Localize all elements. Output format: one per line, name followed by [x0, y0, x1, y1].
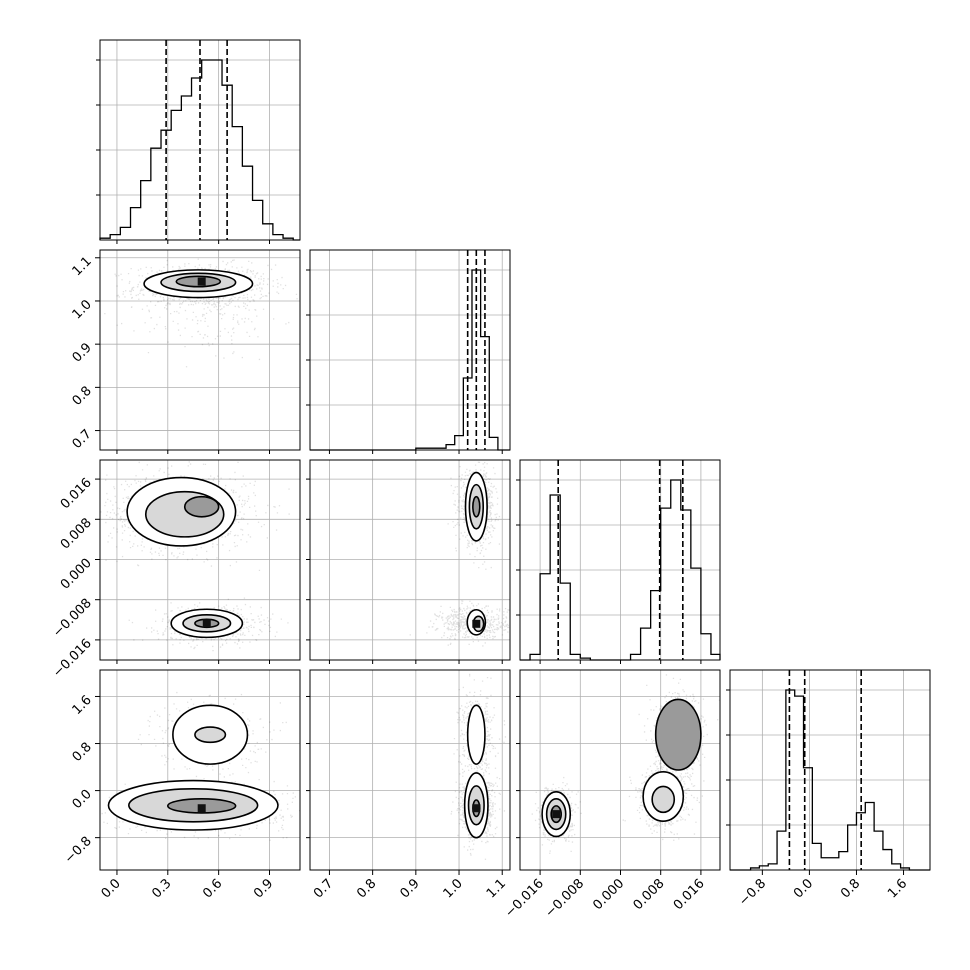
contour-level: [183, 495, 220, 518]
x-tick-label: 0.6: [200, 876, 225, 901]
contour-level: [654, 698, 702, 771]
pair-panel-0: [99, 249, 301, 451]
y-tick-label: −0.8: [62, 834, 95, 867]
x-tick-label: −0.016: [502, 876, 547, 921]
x-tick-label: 0.9: [397, 876, 422, 901]
y-tick-label: 1.0: [70, 297, 95, 322]
contour-level: [194, 726, 227, 744]
histogram-step: [99, 59, 300, 241]
x-tick-label: 1.6: [885, 876, 910, 901]
y-tick-label: 0.016: [58, 475, 95, 512]
y-tick-label: −0.008: [50, 596, 95, 641]
panel-frame: [519, 459, 721, 661]
x-tick-label: −0.008: [543, 876, 588, 921]
grid: [100, 670, 300, 870]
y-tick-label: 0.8: [70, 384, 95, 409]
panel-bg: [520, 460, 720, 660]
x-tick-label: 0.0: [99, 876, 124, 901]
x-tick-label: 0.8: [838, 876, 863, 901]
contour-level: [472, 495, 481, 518]
x-tick-label: 0.9: [251, 876, 276, 901]
histogram-step: [520, 479, 721, 661]
panel-frame: [309, 249, 511, 451]
y-tick-label: 0.008: [58, 516, 95, 553]
pair-panel-3: [99, 669, 301, 871]
contour-level: [466, 704, 486, 765]
pair-panel-1: [99, 459, 301, 661]
pair-panel-2: [309, 459, 511, 661]
hist-panel-0: [96, 39, 301, 241]
y-tick-label: 0.8: [70, 740, 95, 765]
hist-panel-3: [726, 669, 931, 871]
panel-frame: [99, 39, 301, 241]
density-peak: [202, 619, 211, 628]
x-tick-label: 0.008: [631, 876, 668, 913]
density-peak: [197, 804, 206, 813]
panel-bg: [310, 670, 510, 870]
x-tick-label: 0.0: [791, 876, 816, 901]
density-peak: [472, 804, 481, 813]
grid: [730, 670, 930, 870]
y-tick-label: 0.0: [70, 787, 95, 812]
x-tick-label: −0.8: [736, 876, 769, 909]
y-tick-label: 1.6: [70, 693, 95, 718]
panel-frame: [519, 669, 721, 871]
panel-bg: [730, 670, 930, 870]
histogram-step: [730, 689, 930, 871]
x-tick-label: 0.016: [671, 876, 708, 913]
x-tick-label: 0.3: [149, 876, 174, 901]
hist-panel-2: [516, 459, 721, 661]
x-tick-label: 0.7: [311, 876, 336, 901]
x-tick-label: 1.1: [484, 876, 509, 901]
x-tick-label: 0.8: [354, 876, 379, 901]
y-tick-label: −0.016: [50, 636, 95, 681]
panel-bg: [520, 670, 720, 870]
contour-level: [651, 785, 676, 814]
panel-frame: [99, 669, 301, 871]
grid: [100, 250, 300, 450]
density-peak: [197, 277, 206, 286]
x-tick-label: 0.000: [590, 876, 627, 913]
y-tick-label: 0.9: [70, 340, 95, 365]
panel-frame: [99, 249, 301, 451]
panel-frame: [729, 669, 931, 871]
pair-panel-5: [519, 669, 721, 871]
density-peak: [472, 619, 481, 628]
y-tick-label: 0.7: [70, 427, 95, 452]
hist-panel-1: [306, 249, 511, 451]
panel-frame: [99, 459, 301, 661]
panel-frame: [309, 669, 511, 871]
y-tick-label: 1.1: [70, 254, 95, 279]
y-tick-label: 0.000: [58, 556, 95, 593]
panel-frame: [309, 459, 511, 661]
panel-bg: [100, 670, 300, 870]
x-tick-label: 1.0: [441, 876, 466, 901]
density-peak: [552, 810, 561, 819]
pair-panel-4: [309, 669, 511, 871]
